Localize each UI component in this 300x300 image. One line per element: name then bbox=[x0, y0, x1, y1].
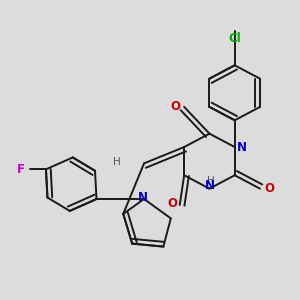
Text: H: H bbox=[207, 176, 215, 186]
Text: F: F bbox=[17, 163, 25, 176]
Text: O: O bbox=[264, 182, 274, 195]
Text: O: O bbox=[170, 100, 180, 113]
Text: N: N bbox=[204, 179, 214, 192]
Text: O: O bbox=[167, 197, 177, 210]
Text: H: H bbox=[113, 157, 121, 167]
Text: Cl: Cl bbox=[228, 32, 241, 45]
Text: N: N bbox=[237, 140, 247, 154]
Text: N: N bbox=[138, 191, 148, 204]
